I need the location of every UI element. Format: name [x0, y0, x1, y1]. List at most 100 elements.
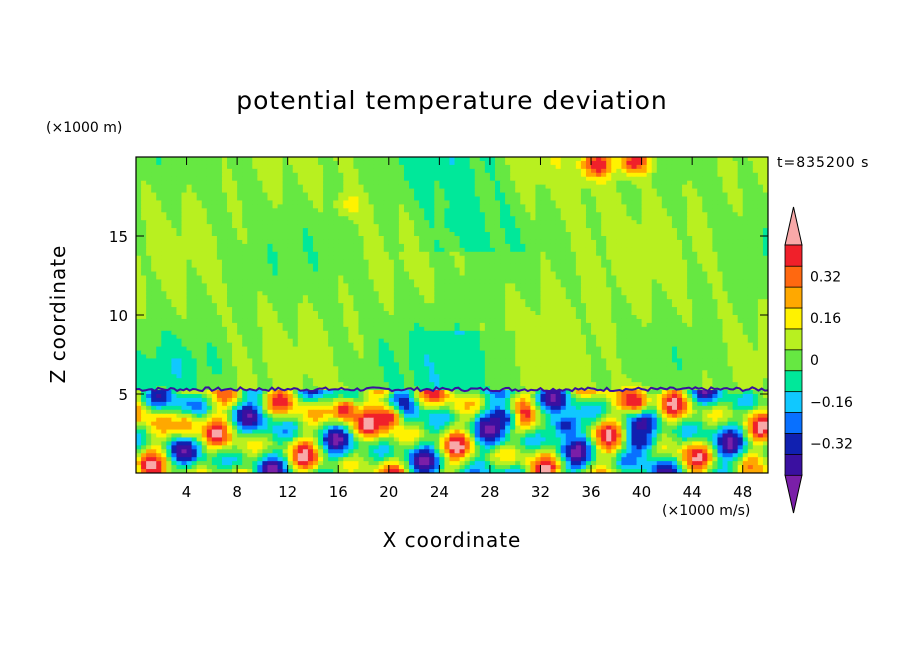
field-cell	[687, 180, 693, 186]
field-cell	[221, 275, 228, 281]
field-cell	[601, 259, 607, 265]
field-cell	[252, 220, 258, 225]
field-cell	[242, 307, 248, 312]
field-cell	[414, 295, 420, 300]
field-cell	[227, 267, 233, 273]
field-cell	[151, 188, 157, 194]
field-cell	[702, 188, 708, 194]
field-cell	[353, 228, 360, 233]
field-cell	[474, 228, 481, 233]
field-cell	[227, 157, 233, 162]
field-cell	[206, 299, 213, 304]
field-cell	[287, 299, 294, 304]
field-cell	[540, 307, 547, 312]
field-cell	[398, 295, 405, 300]
field-cell	[692, 236, 698, 241]
field-cell	[287, 311, 294, 316]
field-cell	[348, 236, 355, 241]
field-cell	[747, 216, 754, 221]
field-cell	[439, 287, 446, 292]
field-cell	[631, 224, 638, 229]
field-cell	[403, 164, 410, 170]
field-cell	[500, 267, 506, 273]
field-cell	[439, 184, 446, 190]
field-cell	[307, 192, 314, 198]
field-cell	[697, 279, 703, 284]
field-cell	[302, 271, 309, 277]
field-cell	[631, 168, 638, 174]
field-cell	[565, 224, 572, 229]
field-cell	[151, 251, 157, 257]
field-cell	[424, 291, 430, 296]
field-cell	[722, 157, 729, 162]
field-cell	[474, 255, 481, 261]
field-cell	[510, 188, 516, 194]
field-cell	[737, 164, 744, 170]
field-cell	[580, 279, 587, 284]
field-cell	[247, 208, 253, 213]
field-cell	[671, 184, 678, 190]
field-cell	[616, 200, 622, 205]
field-cell	[591, 208, 597, 213]
field-cell	[510, 239, 516, 245]
field-cell	[621, 275, 628, 281]
field-cell	[616, 287, 622, 292]
field-cell	[596, 208, 602, 213]
field-cell	[409, 263, 415, 269]
field-cell	[666, 263, 673, 269]
field-cell	[687, 259, 693, 265]
field-cell	[272, 255, 279, 261]
field-cell	[727, 224, 734, 229]
field-cell	[656, 267, 663, 273]
field-cell	[682, 184, 688, 190]
field-cell	[505, 188, 511, 194]
field-cell	[530, 307, 537, 312]
field-cell	[242, 271, 248, 277]
field-cell	[146, 247, 152, 253]
field-cell	[500, 157, 506, 162]
field-cell	[302, 247, 309, 253]
field-cell	[373, 224, 380, 229]
field-cell	[697, 303, 703, 308]
field-cell	[338, 263, 344, 269]
field-cell	[161, 239, 167, 245]
field-cell	[307, 184, 314, 190]
field-cell	[171, 259, 178, 265]
field-cell	[752, 228, 759, 233]
field-cell	[515, 283, 521, 288]
field-cell	[510, 279, 516, 284]
field-cell	[201, 157, 208, 162]
field-cell	[161, 200, 167, 205]
field-cell	[641, 164, 648, 170]
field-cell	[540, 275, 547, 281]
field-cell	[262, 275, 269, 281]
field-cell	[545, 291, 552, 296]
field-cell	[656, 279, 663, 284]
field-cell	[479, 196, 486, 202]
field-cell	[484, 236, 491, 241]
field-cell	[464, 255, 471, 261]
field-cell	[626, 239, 633, 245]
field-cell	[621, 160, 628, 166]
field-cell	[302, 243, 309, 249]
field-cell	[403, 208, 410, 213]
field-cell	[409, 307, 415, 312]
field-cell	[297, 255, 304, 261]
field-cell	[752, 192, 759, 198]
field-cell	[136, 224, 142, 229]
field-cell	[510, 232, 516, 237]
field-cell	[403, 212, 410, 217]
field-cell	[747, 275, 754, 281]
field-cell	[297, 176, 304, 182]
field-cell	[762, 271, 768, 277]
field-cell	[318, 295, 324, 300]
field-cell	[363, 164, 370, 170]
field-cell	[262, 236, 269, 241]
field-cell	[656, 224, 663, 229]
field-cell	[393, 208, 400, 213]
field-cell	[287, 295, 294, 300]
field-cell	[181, 275, 188, 281]
field-cell	[697, 275, 703, 281]
field-cell	[646, 216, 653, 221]
field-cell	[727, 180, 734, 186]
